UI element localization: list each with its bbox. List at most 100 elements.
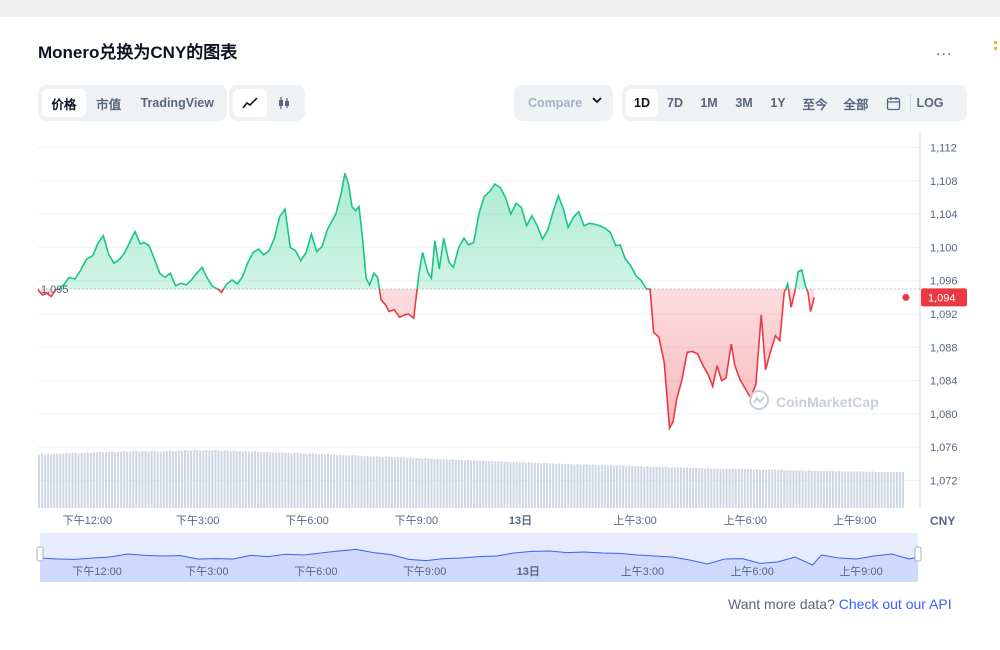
currency-label: CNY — [930, 514, 955, 528]
volume-bar — [746, 469, 749, 508]
volume-bar — [558, 463, 561, 508]
x-tick-label: 下午6:00 — [285, 514, 328, 527]
range-selector: 1D 7D 1M 3M 1Y 至今 全部 LOG — [622, 85, 967, 121]
volume-bar — [107, 451, 111, 508]
volume-bar — [98, 451, 101, 508]
current-price-dot — [902, 293, 910, 301]
volume-bar — [622, 465, 625, 508]
volume-bar — [114, 452, 117, 508]
volume-bar — [77, 453, 80, 508]
volume-bar — [104, 452, 107, 508]
volume-bar — [180, 450, 184, 508]
range-ytd[interactable]: 至今 — [802, 97, 828, 112]
volume-bar — [871, 471, 874, 508]
api-link[interactable]: Check out our API — [838, 596, 952, 612]
volume-bar — [220, 451, 223, 508]
volume-bar — [333, 454, 336, 508]
volume-bar — [555, 463, 558, 508]
volume-bar — [494, 461, 497, 508]
volume-bar — [348, 455, 351, 508]
volume-bar — [640, 466, 643, 508]
volume-bar — [199, 450, 202, 508]
volume-bar — [707, 467, 710, 508]
volume-bar — [655, 466, 658, 508]
volume-bar — [783, 470, 786, 508]
volume-bar — [868, 472, 871, 508]
volume-bar — [664, 466, 667, 508]
volume-bar — [588, 465, 591, 508]
volume-bar — [433, 459, 436, 508]
range-1d[interactable]: 1D — [626, 89, 658, 117]
volume-bar — [567, 463, 570, 508]
volume-bar — [734, 469, 737, 508]
volume-bar — [643, 466, 646, 508]
volume-bar — [193, 450, 196, 508]
volume-bar — [314, 454, 317, 508]
range-7d[interactable]: 7D — [667, 96, 683, 110]
price-line-up — [55, 173, 808, 290]
volume-bar — [323, 454, 326, 508]
volume-bar — [807, 470, 810, 508]
volume-bar — [856, 471, 859, 508]
volume-bar — [336, 455, 339, 508]
volume-bar — [649, 466, 652, 508]
volume-bar — [771, 469, 774, 508]
volume-bar — [44, 454, 47, 508]
volume-bar — [302, 453, 305, 508]
volume-bar — [184, 450, 187, 508]
volume-bar — [463, 460, 466, 508]
volume-bar — [716, 468, 719, 508]
x-tick-label: 下午3:00 — [176, 514, 219, 527]
volume-bar — [59, 454, 62, 508]
compare-dropdown[interactable]: Compare — [514, 85, 613, 121]
volume-bar — [56, 453, 59, 508]
area-down — [38, 289, 815, 429]
volume-bar — [768, 469, 771, 508]
volume-bar — [880, 472, 883, 508]
volume-bar — [835, 471, 838, 508]
volume-bar — [616, 465, 619, 508]
coinmarketcap-logo-icon — [748, 389, 770, 414]
calendar-icon[interactable] — [876, 89, 910, 117]
volume-bar — [859, 471, 862, 508]
volume-bar — [74, 452, 77, 508]
volume-bar — [652, 466, 655, 508]
range-3m[interactable]: 3M — [735, 96, 753, 110]
volume-bar — [144, 451, 147, 508]
volume-bar — [469, 460, 473, 508]
volume-bar — [308, 453, 311, 508]
volume-bar — [819, 470, 822, 508]
tab-tradingview[interactable]: TradingView — [140, 96, 214, 110]
price-line-down — [37, 289, 815, 431]
volume-bar — [50, 454, 53, 508]
volume-bar — [174, 451, 177, 508]
volume-bar — [162, 451, 165, 508]
volume-bar — [190, 450, 193, 508]
range-1m[interactable]: 1M — [700, 96, 718, 110]
volume-bar — [111, 451, 114, 508]
volume-bar — [211, 450, 214, 508]
volume-bar — [713, 468, 716, 508]
volume-bar — [500, 461, 503, 508]
volume-bar — [740, 469, 743, 508]
x-tick-label: 上午3:00 — [613, 514, 656, 527]
volume-bar — [482, 460, 485, 508]
volume-bar — [679, 467, 682, 508]
tab-market-cap[interactable]: 市值 — [96, 97, 122, 112]
volume-bar — [38, 454, 41, 508]
line-chart-icon[interactable] — [233, 89, 267, 117]
candlestick-icon[interactable] — [267, 89, 301, 117]
more-options-button[interactable]: ... — [936, 42, 953, 59]
volume-bar — [758, 469, 762, 508]
volume-bar — [582, 464, 585, 508]
price-chart[interactable]: 1,112 1,108 1,104 1,100 1,096 1,092 1,088 1,084… — [0, 0, 1000, 600]
volume-bar — [232, 450, 235, 508]
y-tick-label: 1,096 — [930, 276, 958, 288]
range-1y[interactable]: 1Y — [770, 96, 786, 110]
y-tick-label: 1,080 — [930, 409, 958, 421]
log-toggle-button[interactable]: LOG — [916, 96, 944, 110]
range-all[interactable]: 全部 — [843, 97, 869, 112]
compare-label: Compare — [528, 96, 583, 110]
navigator-tick-label: 下午6:00 — [294, 565, 337, 578]
tab-price[interactable]: 价格 — [42, 89, 86, 117]
